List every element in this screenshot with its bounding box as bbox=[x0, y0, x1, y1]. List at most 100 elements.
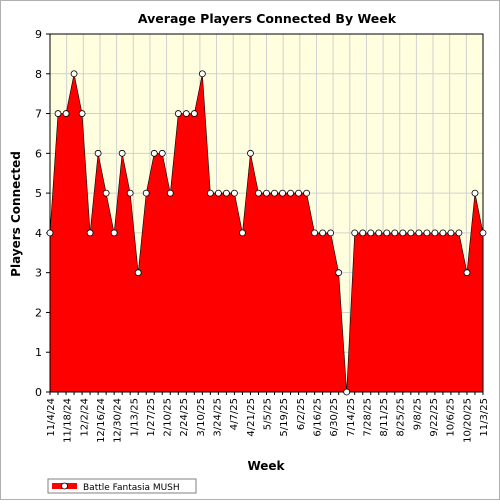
x-tick-label: 12/30/24 bbox=[113, 398, 124, 443]
data-point bbox=[247, 149, 254, 157]
data-point bbox=[62, 110, 70, 117]
data-point bbox=[198, 70, 206, 78]
data-point bbox=[367, 229, 375, 237]
data-point bbox=[223, 189, 230, 197]
data-point bbox=[279, 189, 286, 197]
x-tick-label: 3/10/25 bbox=[196, 398, 207, 437]
y-tick-label: 4 bbox=[35, 227, 42, 240]
data-point bbox=[391, 229, 399, 237]
x-tick-label: 11/4/24 bbox=[46, 398, 57, 437]
x-tick-label: 5/5/25 bbox=[263, 398, 274, 430]
x-tick-label: 5/19/25 bbox=[279, 398, 290, 437]
x-tick-label: 10/6/25 bbox=[446, 398, 457, 437]
data-point bbox=[439, 229, 447, 237]
data-point bbox=[375, 229, 383, 237]
data-point bbox=[271, 189, 278, 197]
data-point bbox=[327, 229, 335, 237]
x-tick-label: 6/16/25 bbox=[312, 398, 323, 437]
data-point bbox=[399, 229, 407, 237]
y-tick-label: 7 bbox=[35, 108, 42, 121]
x-tick-label: 1/13/25 bbox=[129, 398, 140, 437]
data-point bbox=[78, 110, 86, 117]
legend-marker bbox=[61, 482, 68, 490]
data-point bbox=[287, 189, 294, 197]
x-tick-label: 7/28/25 bbox=[362, 398, 373, 437]
data-point bbox=[150, 149, 158, 157]
data-point bbox=[319, 229, 327, 237]
legend: Battle Fantasia MUSH bbox=[47, 478, 197, 494]
y-axis-label: Players Connected bbox=[9, 151, 23, 277]
y-tick-label: 6 bbox=[35, 147, 42, 160]
x-tick-label: 7/14/25 bbox=[346, 398, 357, 437]
x-tick-label: 11/3/25 bbox=[479, 398, 490, 437]
data-point bbox=[351, 229, 359, 237]
data-point bbox=[471, 189, 479, 197]
y-tick-label: 1 bbox=[35, 346, 42, 359]
x-tick-label: 9/22/25 bbox=[429, 398, 440, 437]
x-tick-label: 3/24/25 bbox=[213, 398, 224, 437]
data-point bbox=[239, 229, 246, 237]
legend-label: Battle Fantasia MUSH bbox=[83, 483, 180, 493]
data-point bbox=[303, 189, 310, 197]
data-point bbox=[263, 189, 270, 197]
x-tick-label: 10/20/25 bbox=[462, 398, 473, 443]
data-point bbox=[54, 110, 62, 117]
y-tick-label: 5 bbox=[35, 187, 42, 200]
legend-box bbox=[47, 478, 197, 494]
x-tick-label: 8/11/25 bbox=[379, 398, 390, 437]
x-tick-label: 11/18/24 bbox=[63, 398, 74, 443]
data-point bbox=[166, 189, 174, 197]
y-tick-label: 2 bbox=[35, 306, 42, 319]
data-point bbox=[383, 229, 391, 237]
data-point bbox=[86, 229, 94, 237]
y-tick-label: 3 bbox=[35, 267, 42, 280]
x-tick-label: 8/25/25 bbox=[396, 398, 407, 437]
data-point bbox=[190, 110, 198, 117]
data-point bbox=[335, 269, 343, 277]
data-point bbox=[431, 229, 439, 237]
data-point bbox=[231, 189, 238, 197]
data-point bbox=[206, 189, 214, 197]
data-point bbox=[158, 149, 166, 157]
x-tick-label: 12/2/24 bbox=[79, 398, 90, 437]
y-tick-label: 0 bbox=[35, 386, 42, 399]
data-point bbox=[407, 229, 415, 237]
data-point bbox=[102, 189, 110, 197]
data-point bbox=[182, 110, 190, 117]
data-point bbox=[46, 229, 54, 237]
x-tick-label: 4/7/25 bbox=[229, 398, 240, 430]
data-point bbox=[415, 229, 423, 237]
data-point bbox=[463, 269, 471, 277]
series-area bbox=[49, 73, 484, 393]
data-point bbox=[174, 110, 182, 117]
y-tick-label: 8 bbox=[35, 68, 42, 81]
x-axis-label: Week bbox=[247, 459, 285, 473]
data-point bbox=[142, 189, 150, 197]
data-point bbox=[134, 269, 142, 277]
data-point bbox=[110, 229, 118, 237]
data-point bbox=[94, 149, 102, 157]
chart-title: Average Players Connected By Week bbox=[138, 11, 397, 26]
data-point bbox=[214, 189, 222, 197]
y-tick-label: 9 bbox=[35, 28, 42, 41]
x-tick-label: 2/24/25 bbox=[179, 398, 190, 437]
data-point bbox=[479, 229, 487, 237]
x-tick-label: 6/2/25 bbox=[296, 398, 307, 430]
x-tick-label: 12/16/24 bbox=[96, 398, 107, 443]
data-point bbox=[343, 388, 351, 396]
data-point bbox=[70, 70, 78, 78]
data-point bbox=[455, 229, 463, 237]
x-tick-label: 9/8/25 bbox=[412, 398, 423, 430]
data-point bbox=[359, 229, 367, 237]
data-point bbox=[126, 189, 134, 197]
x-tick-label: 4/21/25 bbox=[246, 398, 257, 437]
data-point bbox=[423, 229, 431, 237]
data-point bbox=[295, 189, 302, 197]
data-point bbox=[447, 229, 455, 237]
x-tick-label: 2/10/25 bbox=[163, 398, 174, 437]
x-tick-label: 1/27/25 bbox=[146, 398, 157, 437]
data-point bbox=[255, 189, 262, 197]
data-point bbox=[311, 229, 319, 237]
